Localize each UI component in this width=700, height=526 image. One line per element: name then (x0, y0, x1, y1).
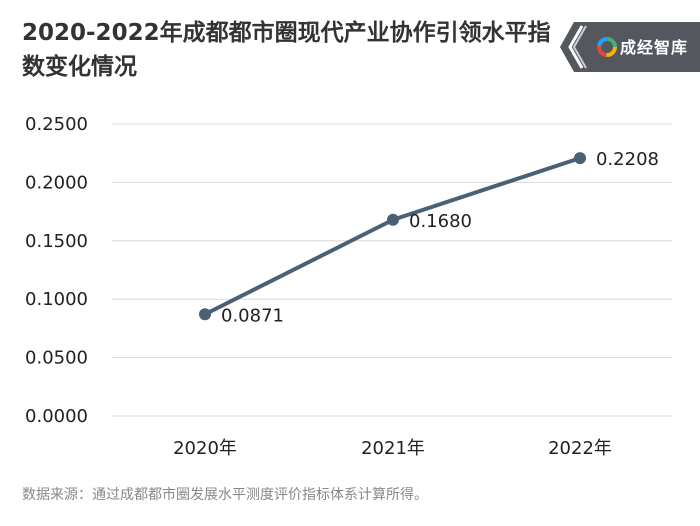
x-tick-label: 2022年 (548, 438, 612, 459)
logo-text: 成经智库 (620, 38, 689, 57)
data-point (574, 152, 586, 165)
x-tick-label: 2021年 (361, 438, 425, 459)
chart-title: 2020-2022年成都都市圈现代产业协作引领水平指数变化情况 (22, 20, 551, 80)
x-tick-label: 2020年 (173, 438, 237, 459)
data-point (387, 213, 399, 226)
logo-badge (560, 22, 700, 72)
y-tick-label: 0.2500 (25, 114, 88, 135)
y-tick-label: 0.0000 (25, 406, 88, 427)
y-tick-label: 0.0500 (25, 348, 88, 369)
y-tick-label: 0.1500 (25, 231, 88, 252)
data-label: 0.0871 (221, 305, 284, 326)
data-point (199, 308, 211, 321)
series-line (203, 156, 582, 317)
colorful-ring-icon (597, 37, 617, 57)
data-label: 0.1680 (409, 211, 472, 232)
data-label: 0.2208 (596, 149, 659, 170)
y-tick-label: 0.2000 (25, 172, 88, 193)
y-tick-label: 0.1000 (25, 289, 88, 310)
source-note: 数据来源：通过成都都市圈发展水平测度评价指标体系计算所得。 (22, 487, 428, 503)
